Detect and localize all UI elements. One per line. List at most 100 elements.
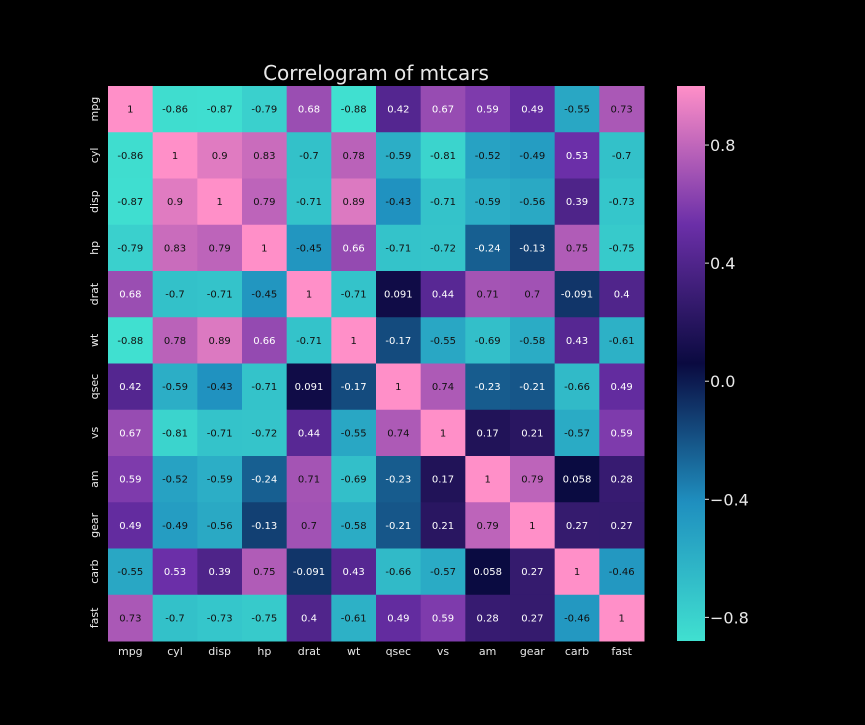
heatmap-cell bbox=[510, 224, 556, 272]
heatmap-cell bbox=[554, 317, 600, 364]
cell-value-label: -0.57 bbox=[430, 567, 456, 578]
heatmap-cell bbox=[554, 271, 600, 318]
cell-value-label: -0.79 bbox=[251, 105, 277, 116]
x-tick-label: vs bbox=[437, 645, 450, 658]
cell-value-label: 0.78 bbox=[164, 336, 186, 347]
heatmap-cell bbox=[420, 86, 466, 133]
cell-value-label: 0.59 bbox=[432, 613, 454, 624]
heatmap-cell bbox=[242, 502, 288, 549]
heatmap-cell bbox=[376, 548, 422, 596]
cell-value-label: 0.058 bbox=[563, 475, 592, 486]
heatmap-cell bbox=[152, 178, 198, 226]
cell-value-label: -0.55 bbox=[117, 567, 143, 578]
heatmap-cell bbox=[465, 317, 511, 364]
cell-value-label: 0.67 bbox=[432, 105, 454, 116]
x-axis-tick-labels: mpg cyl disp hp drat wt qsec vs am gear carb fast bbox=[118, 645, 633, 658]
cell-value-label: -0.59 bbox=[207, 475, 233, 486]
y-tick-label: mpg bbox=[88, 97, 101, 122]
heatmap-cell bbox=[286, 86, 332, 133]
heatmap-cell bbox=[242, 456, 288, 503]
cell-value-label: 1 bbox=[127, 105, 133, 116]
cell-value-label: 0.79 bbox=[477, 521, 499, 532]
cell-value-label: 0.66 bbox=[253, 336, 275, 347]
cell-value-label: 0.17 bbox=[477, 428, 499, 439]
cell-value-label: -0.7 bbox=[299, 151, 319, 162]
heatmap-cell bbox=[420, 224, 466, 272]
cell-value-label: 0.49 bbox=[521, 105, 543, 116]
heatmap-cell bbox=[420, 456, 466, 503]
cell-value-label: 0.27 bbox=[611, 521, 633, 532]
cell-value-label: -0.86 bbox=[162, 105, 188, 116]
cell-value-label: 0.9 bbox=[212, 151, 228, 162]
cell-value-label: -0.73 bbox=[609, 197, 635, 208]
heatmap-cell bbox=[152, 594, 198, 642]
heatmap-cell bbox=[108, 271, 154, 318]
y-tick-label: drat bbox=[88, 282, 101, 305]
cell-value-label: -0.43 bbox=[385, 197, 411, 208]
cell-value-label: -0.24 bbox=[475, 243, 501, 254]
colorbar-ticks: 0.8 0.4 0.0 −0.4 −0.8 bbox=[705, 136, 749, 627]
x-tick-label: am bbox=[479, 645, 496, 658]
cell-value-label: 0.39 bbox=[209, 567, 231, 578]
cell-value-label: -0.52 bbox=[162, 475, 188, 486]
heatmap-cell bbox=[152, 502, 198, 549]
heatmap-cell bbox=[554, 132, 600, 179]
heatmap-cell bbox=[465, 224, 511, 272]
cell-value-label: 0.42 bbox=[119, 382, 141, 393]
heatmap-cell bbox=[420, 271, 466, 318]
cell-value-label: 0.7 bbox=[524, 290, 540, 301]
heatmap-cell bbox=[108, 594, 154, 642]
heatmap-cell bbox=[465, 502, 511, 549]
cell-value-label: 0.4 bbox=[614, 290, 630, 301]
cell-value-label: -0.45 bbox=[251, 290, 277, 301]
cell-value-label: 0.74 bbox=[387, 428, 409, 439]
heatmap-cell bbox=[242, 409, 288, 457]
heatmap-cell bbox=[152, 548, 198, 596]
cell-value-label: -0.091 bbox=[561, 290, 593, 301]
cell-value-label: -0.75 bbox=[251, 613, 277, 624]
heatmap-cell bbox=[331, 317, 377, 364]
colorbar-tick-label: −0.4 bbox=[710, 490, 749, 509]
heatmap-cell bbox=[376, 594, 422, 642]
cell-value-label: -0.71 bbox=[296, 197, 322, 208]
heatmap-cell bbox=[599, 86, 645, 133]
y-tick-label: wt bbox=[88, 333, 101, 347]
heatmap-cell bbox=[286, 132, 332, 179]
cell-value-label: 0.66 bbox=[343, 243, 365, 254]
cell-value-label: 1 bbox=[484, 475, 490, 486]
cell-value-label: -0.49 bbox=[162, 521, 188, 532]
cell-value-label: -0.71 bbox=[341, 290, 367, 301]
x-tick-label: drat bbox=[298, 645, 321, 658]
heatmap-cell bbox=[599, 409, 645, 457]
heatmap-cell bbox=[376, 502, 422, 549]
x-tick-label: wt bbox=[347, 645, 361, 658]
heatmap-cell bbox=[376, 317, 422, 364]
heatmap-cell bbox=[599, 317, 645, 364]
cell-value-label: 0.67 bbox=[119, 428, 141, 439]
chart-title: Correlogram of mtcars bbox=[263, 61, 489, 85]
heatmap-cell bbox=[376, 132, 422, 179]
heatmap-cell bbox=[420, 178, 466, 226]
y-tick-label: vs bbox=[88, 426, 101, 439]
colorbar-tick-label: −0.8 bbox=[710, 608, 749, 627]
heatmap-cell bbox=[286, 224, 332, 272]
cell-value-label: 0.59 bbox=[119, 475, 141, 486]
cell-value-label: 0.43 bbox=[343, 567, 365, 578]
y-tick-label: carb bbox=[88, 559, 101, 583]
cell-value-label: 0.21 bbox=[432, 521, 454, 532]
cell-value-label: 1 bbox=[350, 336, 356, 347]
heatmap-cell bbox=[286, 502, 332, 549]
heatmap-cell bbox=[197, 409, 243, 457]
cell-value-label: 0.53 bbox=[566, 151, 588, 162]
x-tick-label: fast bbox=[611, 645, 632, 658]
cell-value-label: -0.46 bbox=[564, 613, 590, 624]
heatmap-cell bbox=[242, 594, 288, 642]
cell-value-label: 0.9 bbox=[167, 197, 183, 208]
heatmap-cell bbox=[331, 132, 377, 179]
heatmap-cell bbox=[152, 224, 198, 272]
heatmap-cell bbox=[197, 271, 243, 318]
cell-value-label: 0.79 bbox=[253, 197, 275, 208]
heatmap-cell bbox=[152, 317, 198, 364]
heatmap-cell bbox=[331, 86, 377, 133]
cell-value-label: -0.55 bbox=[564, 105, 590, 116]
